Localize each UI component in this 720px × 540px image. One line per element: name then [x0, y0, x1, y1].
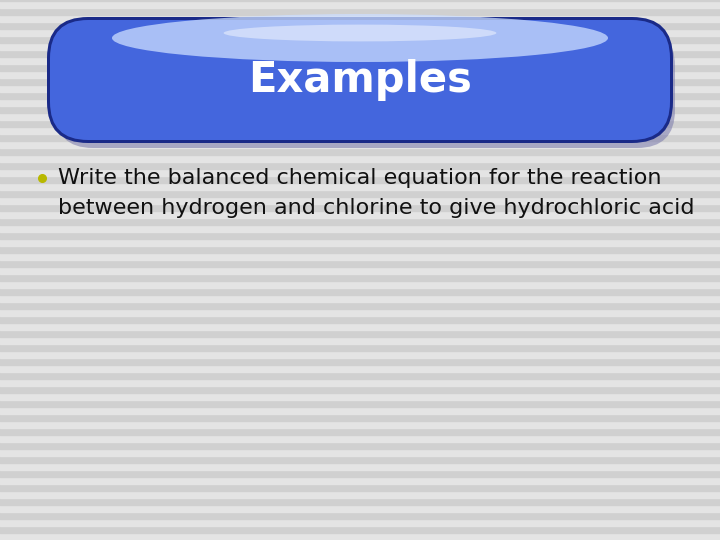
Bar [0, 78, 720, 85]
Bar [0, 533, 720, 540]
Bar [0, 484, 720, 491]
Bar [0, 36, 720, 43]
Bar [0, 162, 720, 169]
Bar [0, 246, 720, 253]
Bar [0, 421, 720, 428]
Bar [0, 85, 720, 92]
Bar [0, 470, 720, 477]
Bar [0, 22, 720, 29]
Bar [0, 148, 720, 155]
Bar [0, 211, 720, 218]
Bar [0, 176, 720, 183]
Bar [0, 8, 720, 15]
Bar [0, 456, 720, 463]
Bar [0, 43, 720, 50]
Bar [0, 442, 720, 449]
Text: between hydrogen and chlorine to give hydrochloric acid: between hydrogen and chlorine to give hy… [58, 198, 695, 218]
Bar [0, 526, 720, 533]
Bar [0, 0, 720, 1]
Bar [0, 113, 720, 120]
Bar [0, 120, 720, 127]
Bar [0, 400, 720, 407]
Bar [0, 288, 720, 295]
Bar [0, 393, 720, 400]
FancyBboxPatch shape [47, 17, 673, 143]
Bar [0, 232, 720, 239]
Bar [0, 498, 720, 505]
Bar [0, 71, 720, 78]
FancyBboxPatch shape [50, 20, 670, 140]
Bar [0, 218, 720, 225]
Bar [0, 134, 720, 141]
Bar [0, 372, 720, 379]
Bar [0, 169, 720, 176]
Bar [0, 505, 720, 512]
Bar [0, 365, 720, 372]
Bar [0, 351, 720, 358]
Text: Write the balanced chemical equation for the reaction: Write the balanced chemical equation for… [58, 168, 662, 188]
Bar [0, 253, 720, 260]
Bar [0, 519, 720, 526]
Bar [0, 309, 720, 316]
Bar [0, 29, 720, 36]
Bar [0, 204, 720, 211]
Bar [0, 323, 720, 330]
Bar [0, 15, 720, 22]
Bar [0, 1, 720, 8]
Bar [0, 316, 720, 323]
Bar [0, 239, 720, 246]
Bar [0, 414, 720, 421]
Bar [0, 435, 720, 442]
Bar [0, 127, 720, 134]
Ellipse shape [112, 14, 608, 62]
FancyBboxPatch shape [55, 28, 675, 148]
Bar [0, 477, 720, 484]
Bar [0, 274, 720, 281]
Text: Examples: Examples [248, 59, 472, 101]
Bar [0, 260, 720, 267]
Bar [0, 344, 720, 351]
Bar [0, 449, 720, 456]
Bar [0, 64, 720, 71]
Bar [0, 358, 720, 365]
Bar [0, 463, 720, 470]
Bar [0, 197, 720, 204]
Bar [0, 379, 720, 386]
Bar [0, 386, 720, 393]
Bar [0, 141, 720, 148]
Bar [0, 302, 720, 309]
Bar [0, 267, 720, 274]
Bar [0, 92, 720, 99]
Bar [0, 155, 720, 162]
Bar [0, 281, 720, 288]
Bar [0, 225, 720, 232]
Bar [0, 190, 720, 197]
Bar [0, 491, 720, 498]
Bar [0, 337, 720, 344]
Bar [0, 57, 720, 64]
Bar [0, 99, 720, 106]
Ellipse shape [224, 25, 496, 42]
Bar [0, 428, 720, 435]
Bar [0, 106, 720, 113]
Bar [0, 512, 720, 519]
Bar [0, 407, 720, 414]
Bar [0, 330, 720, 337]
Bar [0, 50, 720, 57]
Bar [0, 183, 720, 190]
Bar [0, 295, 720, 302]
